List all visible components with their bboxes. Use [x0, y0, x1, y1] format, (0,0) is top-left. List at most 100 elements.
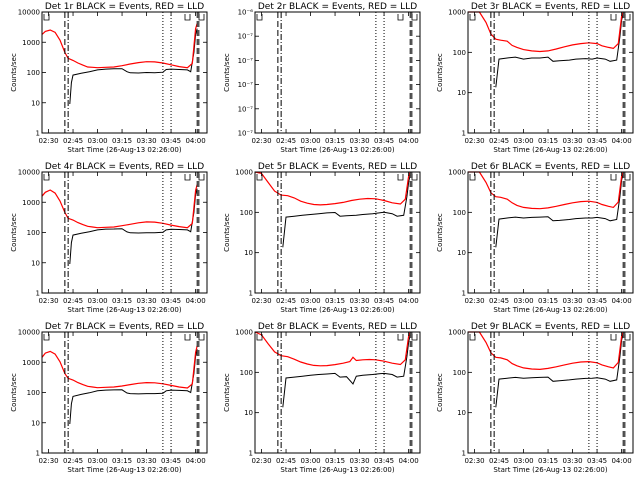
x-tick-label: 03:15: [538, 457, 558, 465]
panel-title: Det 3r BLACK = Events, RED = LLD: [471, 2, 630, 12]
events-series-line: [69, 188, 198, 265]
panel-det-2r: Det 2r BLACK = Events, RED = LLD 10⁻⁷ 10⁻⁷…: [223, 2, 421, 154]
x-tick-label: 03:00: [513, 137, 533, 145]
y-tick-label: 100: [453, 209, 466, 217]
bracket-mark: [411, 174, 418, 181]
events-series-line: [69, 28, 198, 105]
plot-frame: [467, 11, 634, 134]
x-tick-label: 03:00: [87, 137, 107, 145]
x-tick-label: 03:30: [349, 137, 369, 145]
y-tick-label: 1: [249, 450, 253, 458]
x-tick-label: 03:00: [300, 137, 320, 145]
y-tick-label: 10: [31, 419, 40, 427]
y-tick-label: 1000: [22, 199, 40, 207]
y-tick-label: 1: [462, 290, 466, 298]
plot-frame: [254, 331, 421, 454]
events-series-line: [282, 334, 411, 408]
x-tick-label: 03:00: [513, 457, 533, 465]
bracket-mark: [184, 334, 191, 341]
x-tick-label: 02:45: [489, 137, 509, 145]
x-axis-label: Start Time (26-Aug-13 02:26:00): [67, 146, 181, 154]
bracket-mark: [198, 174, 205, 181]
y-tick-label: 1000: [235, 169, 253, 177]
lld-series-line: [254, 171, 411, 206]
x-axis-label: Start Time (26-Aug-13 02:26:00): [67, 466, 181, 474]
x-tick-label: 02:45: [63, 297, 83, 305]
panel-title: Det 1r BLACK = Events, RED = LLD: [45, 2, 204, 12]
bracket-mark: [411, 14, 418, 21]
plot-frame: [41, 11, 208, 134]
panel-title: Det 8r BLACK = Events, RED = LLD: [258, 322, 417, 332]
panel-title: Det 4r BLACK = Events, RED = LLD: [45, 162, 204, 172]
bracket-mark: [256, 14, 263, 21]
x-tick-label: 03:15: [112, 137, 132, 145]
x-tick-label: 03:15: [325, 137, 345, 145]
lld-series-line: [41, 345, 198, 389]
y-tick-label: 10000: [18, 329, 40, 337]
y-axis-label: Counts/sec: [436, 53, 444, 92]
lld-series-line: [41, 23, 198, 69]
plot-frame: [254, 171, 421, 294]
panel-det-4r: Det 4r BLACK = Events, RED = LLD 1 10 100 10…: [10, 162, 208, 314]
x-axis-label: Start Time (26-Aug-13 02:26:00): [280, 306, 394, 314]
lld-series-line: [468, 11, 624, 53]
y-tick-label: 1: [36, 130, 40, 138]
x-tick-label: 03:15: [325, 457, 345, 465]
panel-title: Det 9r BLACK = Events, RED = LLD: [471, 322, 630, 332]
y-axis-label: Counts/sec: [223, 373, 231, 412]
x-tick-label: 04:00: [398, 297, 418, 305]
plot-frame: [467, 331, 634, 454]
bracket-mark: [397, 174, 404, 181]
panel-det-3r: Det 3r BLACK = Events, RED = LLD 1 10 100 10…: [436, 2, 634, 154]
bracket-mark: [610, 334, 617, 341]
bracket-mark: [256, 334, 263, 341]
bracket-mark: [198, 14, 205, 21]
x-tick-label: 04:00: [398, 457, 418, 465]
x-tick-label: 03:30: [349, 297, 369, 305]
x-tick-label: 03:00: [300, 457, 320, 465]
x-tick-label: 02:30: [464, 457, 484, 465]
y-tick-label: 10⁻⁶: [238, 9, 254, 17]
x-tick-label: 03:45: [587, 297, 607, 305]
x-tick-label: 03:15: [325, 297, 345, 305]
bracket-mark: [256, 174, 263, 181]
bracket-mark: [43, 174, 50, 181]
events-series-line: [495, 173, 624, 248]
panel-title: Det 6r BLACK = Events, RED = LLD: [471, 162, 630, 172]
bracket-mark: [43, 14, 50, 21]
x-tick-label: 02:45: [489, 457, 509, 465]
bracket-mark: [469, 14, 476, 21]
x-tick-label: 03:00: [87, 297, 107, 305]
y-tick-label: 10: [457, 89, 466, 97]
bracket-mark: [198, 334, 205, 341]
events-series-line: [282, 174, 411, 248]
y-tick-label: 1: [462, 130, 466, 138]
x-tick-label: 03:45: [374, 297, 394, 305]
x-axis-label: Start Time (26-Aug-13 02:26:00): [493, 146, 607, 154]
bracket-mark: [610, 14, 617, 21]
y-tick-label: 10: [457, 409, 466, 417]
y-tick-label: 100: [27, 389, 40, 397]
y-tick-label: 1000: [448, 329, 466, 337]
y-axis-label: Counts/sec: [10, 373, 18, 412]
y-tick-label: 1: [36, 450, 40, 458]
bracket-mark: [397, 334, 404, 341]
bracket-mark: [43, 334, 50, 341]
x-tick-label: 02:30: [251, 137, 271, 145]
y-tick-label: 10⁻⁷: [238, 105, 254, 113]
bracket-mark: [624, 334, 631, 341]
y-tick-label: 10: [457, 249, 466, 257]
x-tick-label: 03:45: [587, 137, 607, 145]
y-tick-label: 1000: [448, 9, 466, 17]
x-tick-label: 04:00: [611, 457, 631, 465]
y-tick-label: 10: [244, 249, 253, 257]
x-tick-label: 03:45: [161, 137, 181, 145]
panel-det-1r: Det 1r BLACK = Events, RED = LLD 1 10 100 10…: [10, 2, 208, 154]
y-tick-label: 10000: [18, 9, 40, 17]
x-tick-label: 02:45: [276, 297, 296, 305]
panel-det-6r: Det 6r BLACK = Events, RED = LLD 1 10 100 10…: [436, 162, 634, 314]
x-tick-label: 03:00: [87, 457, 107, 465]
x-tick-label: 02:30: [464, 297, 484, 305]
bracket-mark: [469, 174, 476, 181]
y-tick-label: 1000: [22, 39, 40, 47]
